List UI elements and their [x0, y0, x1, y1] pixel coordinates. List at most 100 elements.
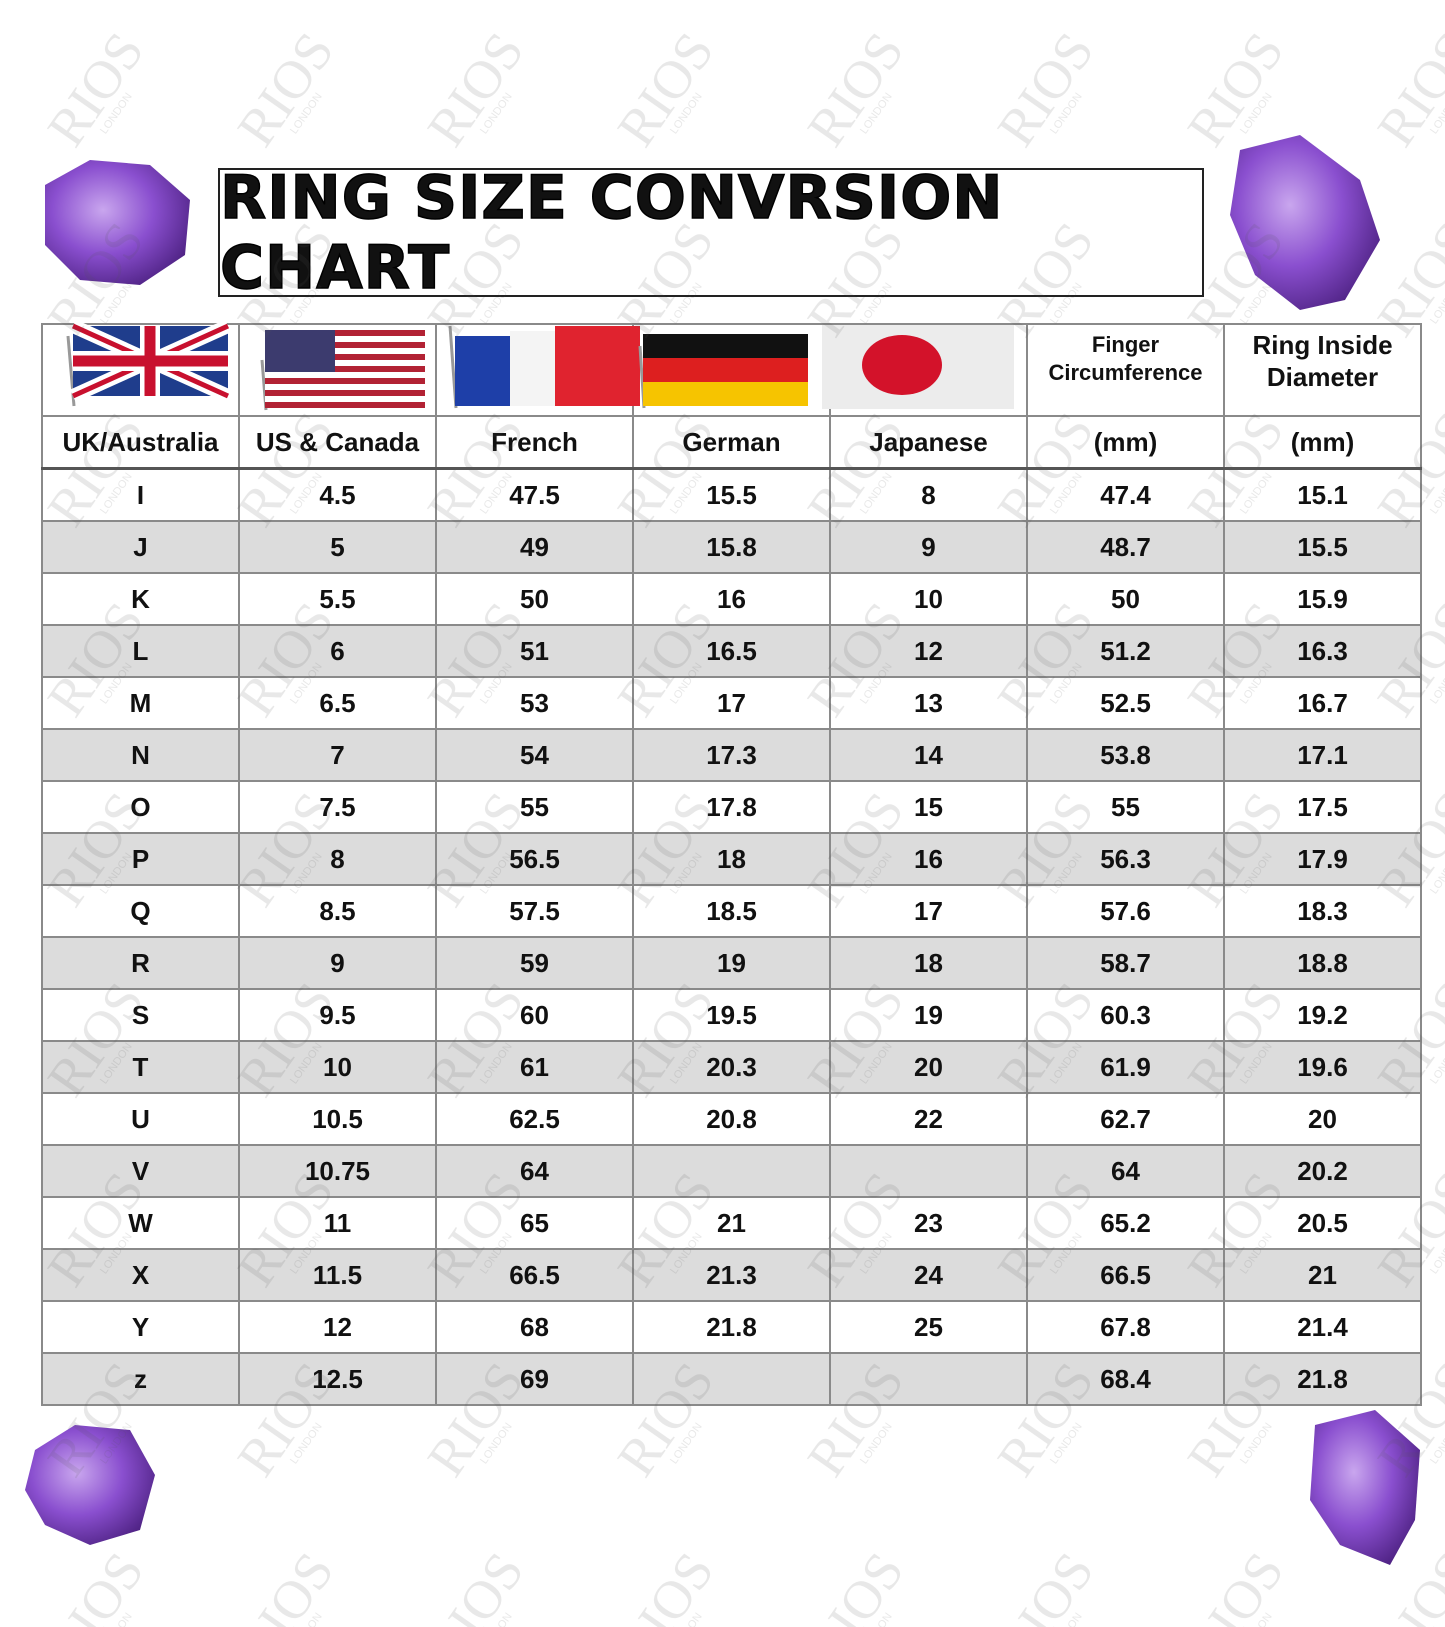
cell: 9 — [829, 520, 1028, 574]
cell: 65.2 — [1026, 1196, 1225, 1250]
cell: 66.5 — [1026, 1248, 1225, 1302]
cell: 49 — [435, 520, 634, 574]
cell: 55 — [435, 780, 634, 834]
cell: 61 — [435, 1040, 634, 1094]
gem — [45, 160, 190, 285]
cell: 22 — [829, 1092, 1028, 1146]
cell: 20.3 — [632, 1040, 831, 1094]
gem — [1310, 1410, 1420, 1565]
cell: 19.5 — [632, 988, 831, 1042]
row-label: O — [41, 780, 240, 834]
cell: 15.5 — [632, 467, 831, 522]
flag-cell — [435, 323, 634, 417]
cell: 57.5 — [435, 884, 634, 938]
cell: 18.8 — [1223, 936, 1422, 990]
cell: 16 — [829, 832, 1028, 886]
cell: 19.6 — [1223, 1040, 1422, 1094]
cell: 60.3 — [1026, 988, 1225, 1042]
cell: 60 — [435, 988, 634, 1042]
cell: 56.5 — [435, 832, 634, 886]
table-body: Finger Circumference Ring Inside Diamete… — [41, 323, 1422, 1406]
cell: 17.1 — [1223, 728, 1422, 782]
row-label: T — [41, 1040, 240, 1094]
table-row: N 7 54 17.3 14 53.8 17.1 — [41, 728, 1422, 782]
cell: 9.5 — [238, 988, 437, 1042]
table-row: O 7.5 55 17.8 15 55 17.5 — [41, 780, 1422, 834]
column-header: French — [435, 415, 634, 470]
cell: 8.5 — [238, 884, 437, 938]
row-label: K — [41, 572, 240, 626]
cell — [829, 1144, 1028, 1198]
cell: 15.8 — [632, 520, 831, 574]
cell: 67.8 — [1026, 1300, 1225, 1354]
row-label: W — [41, 1196, 240, 1250]
cell: 47.5 — [435, 467, 634, 522]
title-box: RING SIZE CONVRSION CHART — [218, 162, 1204, 303]
table-row: z 12.5 69 68.4 21.8 — [41, 1352, 1422, 1406]
row-label: Q — [41, 884, 240, 938]
cell: 16 — [632, 572, 831, 626]
cell — [632, 1144, 831, 1198]
row-label: Y — [41, 1300, 240, 1354]
cell: 7 — [238, 728, 437, 782]
cell: 54 — [435, 728, 634, 782]
cell: 5.5 — [238, 572, 437, 626]
cell: 14 — [829, 728, 1028, 782]
cell: 18.3 — [1223, 884, 1422, 938]
cell: 11.5 — [238, 1248, 437, 1302]
table-row: W 11 65 21 23 65.2 20.5 — [41, 1196, 1422, 1250]
cell: 65 — [435, 1196, 634, 1250]
cell: 21 — [632, 1196, 831, 1250]
table-row: U 10.5 62.5 20.8 22 62.7 20 — [41, 1092, 1422, 1146]
cell: 10.5 — [238, 1092, 437, 1146]
flag-cell — [41, 323, 240, 417]
cell: 23 — [829, 1196, 1028, 1250]
table-row: V 10.75 64 64 20.2 — [41, 1144, 1422, 1198]
cell: 7.5 — [238, 780, 437, 834]
cell: 13 — [829, 676, 1028, 730]
cell: 15.1 — [1223, 467, 1422, 522]
cell: 8 — [829, 467, 1028, 522]
cell — [632, 1352, 831, 1406]
cell: 18.5 — [632, 884, 831, 938]
table-row: S 9.5 60 19.5 19 60.3 19.2 — [41, 988, 1422, 1042]
cell: 21.4 — [1223, 1300, 1422, 1354]
table-row: K 5.5 50 16 10 50 15.9 — [41, 572, 1422, 626]
header-cell: Finger Circumference — [1026, 323, 1225, 417]
cell: 55 — [1026, 780, 1225, 834]
cell: 12 — [238, 1300, 437, 1354]
cell: 17.8 — [632, 780, 831, 834]
table-row: Y 12 68 21.8 25 67.8 21.4 — [41, 1300, 1422, 1354]
column-header-row: UK/Australia US & Canada French German Japan… — [41, 415, 1422, 470]
cell: 62.5 — [435, 1092, 634, 1146]
title: RING SIZE CONVRSION CHART — [219, 162, 1004, 304]
column-header: (mm) — [1026, 415, 1225, 470]
cell: 25 — [829, 1300, 1028, 1354]
row-label: z — [41, 1352, 240, 1406]
table-row: P 8 56.5 18 16 56.3 17.9 — [41, 832, 1422, 886]
cell: 21.8 — [632, 1300, 831, 1354]
cell: 19 — [829, 988, 1028, 1042]
flag-cell — [238, 323, 437, 417]
column-header: Japanese — [829, 415, 1028, 470]
cell: 20 — [829, 1040, 1028, 1094]
cell: 21 — [1223, 1248, 1422, 1302]
row-label: U — [41, 1092, 240, 1146]
cell: 58.7 — [1026, 936, 1225, 990]
cell: 18 — [829, 936, 1028, 990]
row-label: I — [41, 467, 240, 522]
table-row: L 6 51 16.5 12 51.2 16.3 — [41, 624, 1422, 678]
cell: 11 — [238, 1196, 437, 1250]
cell: 61.9 — [1026, 1040, 1225, 1094]
row-label: M — [41, 676, 240, 730]
table-row: I 4.5 47.5 15.5 8 47.4 15.1 — [41, 467, 1422, 522]
cell: 8 — [238, 832, 437, 886]
cell: 9 — [238, 936, 437, 990]
cell: 16.7 — [1223, 676, 1422, 730]
flag-row: Finger Circumference Ring Inside Diamete… — [41, 323, 1422, 417]
cell: 66.5 — [435, 1248, 634, 1302]
table-row: M 6.5 53 17 13 52.5 16.7 — [41, 676, 1422, 730]
cell: 53.8 — [1026, 728, 1225, 782]
flag-cell — [632, 323, 831, 417]
column-header: German — [632, 415, 831, 470]
